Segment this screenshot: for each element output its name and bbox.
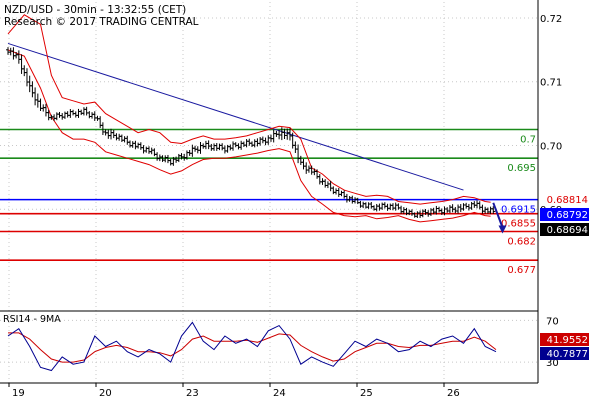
trend-line [7,42,464,191]
price-tick-label: 0.71 [540,78,562,89]
price-panel: 0.7 0.695 0.6915 0.6855 0.682 0.677 [0,14,538,276]
price-bar [491,206,496,214]
x-tick-label: 20 [99,388,112,399]
rsi-panel-title: RSI14 - 9MA [3,314,61,325]
rsi-tick-label: 70 [546,316,559,327]
x-tick-label: 25 [360,388,373,399]
bollinger-lower-line [7,49,491,223]
rsi-box-rsi_ma [540,333,589,346]
price-box-label-last: 0.68694 [547,225,588,236]
chart-title: NZD/USD - 30min - 13:32:55 (CET) [4,4,186,16]
price-tick-label: 0.72 [540,14,562,25]
x-tick-label: 23 [186,388,199,399]
x-tick-label: 24 [273,388,286,399]
forecast-arrow-shaft [492,202,504,228]
rsi-box-label-rsi: 40.7877 [547,349,588,360]
rsi-ma-line [8,332,497,363]
bollinger-upper-line [7,14,491,205]
level-label-0.6855: 0.6855 [501,219,536,230]
price-tick-label: 0.70 [540,141,562,152]
rsi-line [7,321,497,372]
price-box-label-bid: 0.68792 [547,210,588,221]
rsi-box-label-rsi_ma: 41.9552 [547,335,588,346]
grid [0,2,538,383]
chart-subtitle: Research © 2017 TRADING CENTRAL [4,16,199,28]
price-box-bid [540,208,589,221]
price-box-label-bollinger: 0.68814 [547,195,588,206]
x-tick-label: 19 [12,388,25,399]
price-bars [6,47,496,218]
forecast-arrow-head [498,225,507,234]
price-box-bollinger [540,193,589,206]
level-label-0.7: 0.7 [520,135,536,146]
rsi-panel [0,310,538,372]
level-label-0.682: 0.682 [507,237,536,248]
level-label-0.677: 0.677 [507,265,536,276]
rsi-tick-label: 30 [546,358,559,369]
x-tick-label: 26 [447,388,460,399]
level-label-0.6915: 0.6915 [501,205,536,216]
price-box-last [540,223,589,236]
level-label-0.695: 0.695 [507,163,536,174]
rsi-box-rsi [540,347,589,360]
